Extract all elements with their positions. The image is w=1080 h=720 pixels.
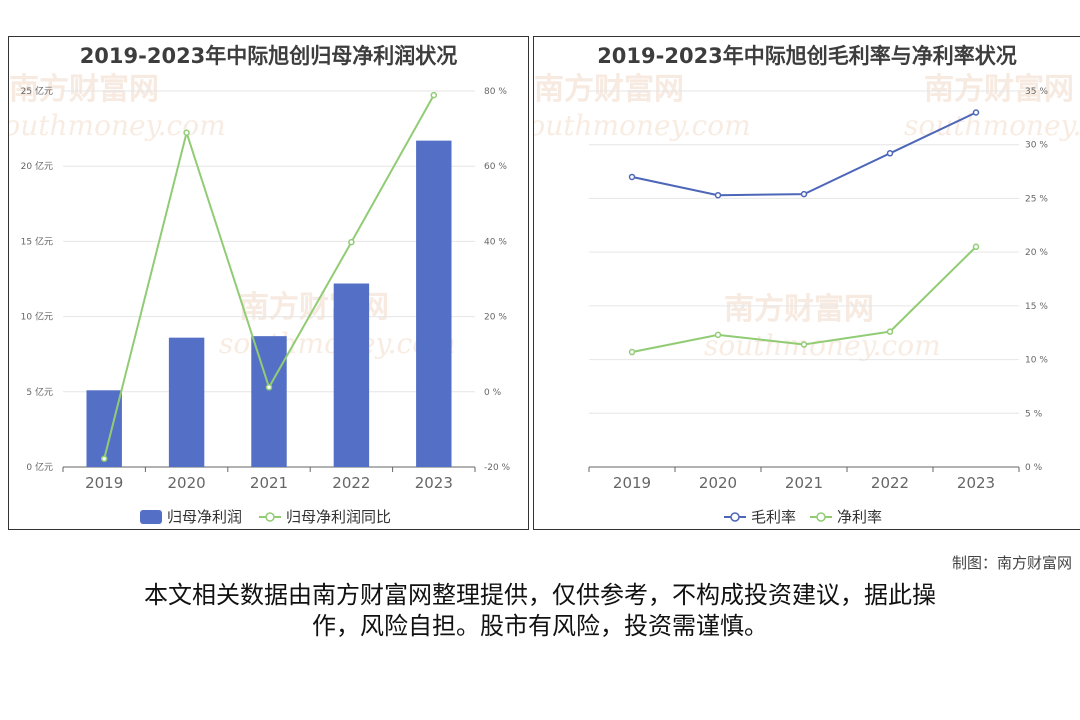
y-left-tick-label: 25 亿元 bbox=[21, 85, 53, 97]
x-tick-label: 2021 bbox=[250, 474, 288, 492]
y-right-tick-label: 60 % bbox=[484, 162, 507, 172]
series-1-point-2022 bbox=[886, 328, 894, 335]
x-tick-label: 2022 bbox=[871, 474, 909, 492]
y-right-tick-label: 20 % bbox=[1025, 248, 1048, 258]
legend-swatch-marker-0 bbox=[730, 512, 740, 522]
series-1-point-2019 bbox=[628, 348, 636, 356]
series-0-point-2022 bbox=[886, 150, 894, 157]
y-left-tick-label: 20 亿元 bbox=[21, 160, 53, 172]
y-right-tick-label: 80 % bbox=[484, 87, 507, 97]
legend-label-1: 净利率 bbox=[837, 508, 882, 526]
yoy-point-2020 bbox=[183, 129, 190, 136]
y-right-tick-label: 30 % bbox=[1025, 141, 1048, 151]
chart-title: 2019-2023年中际旭创毛利率与净利率状况 bbox=[597, 44, 1017, 68]
margin-chart: 南方财富网southmoney.com南方财富网southmoney.com南方… bbox=[534, 72, 1080, 526]
disclaimer-line-1: 本文相关数据由南方财富网整理提供，仅供参考，不构成投资建议，据此操 bbox=[144, 581, 936, 609]
x-tick-label: 2020 bbox=[699, 474, 737, 492]
series-0-point-2023 bbox=[972, 109, 980, 116]
legend-swatch-marker bbox=[265, 512, 275, 522]
bar-2021 bbox=[251, 336, 287, 467]
x-tick-label: 2021 bbox=[785, 474, 823, 492]
legend-swatch-marker-1 bbox=[816, 512, 826, 522]
y-right-tick-label: 25 % bbox=[1025, 194, 1048, 204]
series-1-point-2020 bbox=[714, 331, 722, 339]
watermark-brand: 南方财富网 bbox=[9, 72, 159, 107]
y-left-tick-label: 5 亿元 bbox=[26, 386, 53, 398]
y-left-tick-label: 15 亿元 bbox=[21, 235, 53, 247]
bar-2019 bbox=[86, 390, 122, 467]
y-right-tick-label: 10 % bbox=[1025, 356, 1048, 366]
y-left-tick-label: 10 亿元 bbox=[21, 311, 53, 323]
y-right-tick-label: 40 % bbox=[484, 237, 507, 247]
y-right-tick-label: 0 % bbox=[484, 388, 502, 398]
chart-title: 2019-2023年中际旭创归母净利润状况 bbox=[79, 44, 458, 68]
series-1-point-2021 bbox=[800, 341, 808, 348]
series-0-point-2021 bbox=[800, 190, 808, 198]
legend-label-bar: 归母净利润 bbox=[167, 508, 242, 526]
yoy-point-2019 bbox=[100, 455, 108, 462]
series-0-point-2019 bbox=[628, 173, 636, 181]
yoy-point-2023 bbox=[430, 91, 438, 99]
y-right-tick-label: 15 % bbox=[1025, 302, 1048, 312]
chart-panel-margin: 2019-2023年中际旭创毛利率与净利率状况 南方财富网 southmoney.… bbox=[533, 36, 1080, 530]
watermark-brand: 南方财富网 bbox=[924, 72, 1074, 107]
bar-2020 bbox=[168, 337, 205, 467]
y-right-tick-label: -20 % bbox=[484, 463, 511, 473]
watermark-url: southmoney.com bbox=[534, 109, 751, 142]
y-right-tick-label: 5 % bbox=[1025, 409, 1043, 419]
bar-2023 bbox=[416, 140, 452, 467]
watermark-url: southmoney.com bbox=[704, 329, 941, 362]
net-profit-chart: 南方财富网southmoney.com南方财富网southmoney.com0 … bbox=[9, 72, 511, 526]
chart-credit: 制图：南方财富网 bbox=[951, 554, 1072, 572]
x-tick-label: 2019 bbox=[613, 474, 651, 492]
watermark-url: southmoney.com bbox=[904, 109, 1080, 142]
y-right-tick-label: 20 % bbox=[484, 313, 507, 323]
bar-2022 bbox=[333, 283, 370, 467]
y-right-tick-label: 0 % bbox=[1025, 463, 1043, 473]
x-tick-label: 2019 bbox=[85, 474, 123, 492]
yoy-point-2022 bbox=[348, 238, 355, 246]
legend-label-0: 毛利率 bbox=[751, 508, 796, 526]
watermark-url: southmoney.com bbox=[9, 109, 226, 142]
series-0-point-2020 bbox=[714, 191, 722, 199]
legend-label-line: 归母净利润同比 bbox=[286, 508, 391, 526]
legend-swatch-bar bbox=[140, 510, 162, 524]
chart-panel-net-profit: 2019-2023年中际旭创归母净利润状况 南方财富网 southmoney.co… bbox=[8, 36, 529, 530]
series-1-point-2023 bbox=[972, 243, 980, 251]
y-left-tick-label: 0 亿元 bbox=[26, 461, 53, 473]
disclaimer-line-2: 作，风险自担。股市有风险，投资需谨慎。 bbox=[312, 612, 768, 640]
watermark-brand: 南方财富网 bbox=[724, 292, 874, 327]
disclaimer-text: 本文相关数据由南方财富网整理提供，仅供参考，不构成投资建议，据此操 作，风险自担… bbox=[60, 580, 1020, 642]
x-tick-label: 2020 bbox=[168, 474, 206, 492]
yoy-point-2021 bbox=[265, 384, 273, 391]
y-right-tick-label: 35 % bbox=[1025, 87, 1048, 97]
x-tick-label: 2023 bbox=[957, 474, 995, 492]
x-tick-label: 2022 bbox=[332, 474, 370, 492]
watermark-brand: 南方财富网 bbox=[534, 72, 684, 107]
x-tick-label: 2023 bbox=[415, 474, 453, 492]
